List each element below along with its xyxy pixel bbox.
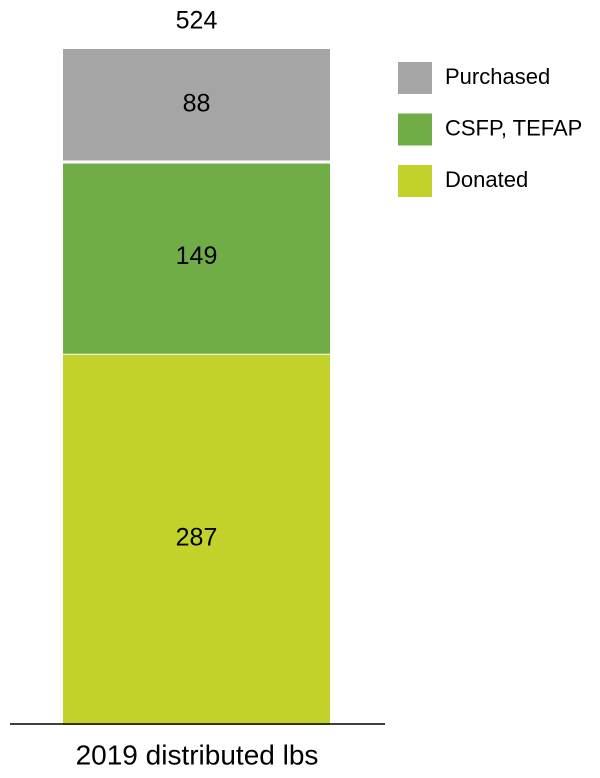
x-tick-label: 2019 distributed lbs [76, 739, 319, 770]
legend-label: Purchased [445, 64, 550, 89]
legend-label: Donated [445, 167, 528, 192]
legend-swatch [398, 62, 432, 94]
data-label: 287 [176, 523, 218, 551]
legend-label: CSFP, TEFAP [445, 115, 582, 140]
data-label: 149 [176, 242, 218, 270]
total-label: 524 [176, 7, 218, 35]
bar-segment [63, 163, 330, 354]
bar-segment [63, 354, 330, 725]
data-label: 88 [183, 89, 211, 117]
bar-segment [63, 49, 330, 161]
legend-swatch [398, 113, 432, 146]
legend-swatch [398, 165, 432, 197]
